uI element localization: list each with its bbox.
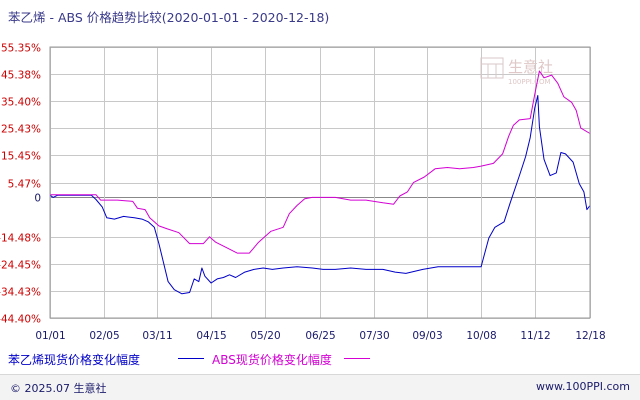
x-tick-label: 12/18 [575,330,605,342]
series-line-abs [50,70,591,254]
watermark-logo-icon [480,57,504,79]
plot-frame [49,46,591,319]
x-tick-label: 05/20 [250,330,280,342]
axes: 55.35% 45.38% 35.40% 25.43% 15.45% 5.47% 0 -14.… [0,43,606,343]
footer-bar: © 2025.07 生意社 www.100PPI.com [0,374,640,400]
x-tick-label: 06/25 [305,330,335,342]
legend-label-styrene: 苯乙烯现货价格变化幅度 [8,353,141,367]
y-tick-label: 35.40% [1,97,41,109]
x-tick-label: 10/08 [466,330,496,342]
legend-label-abs: ABS现货价格变化幅度 [212,353,332,367]
watermark-text: 生意社 [508,58,553,76]
footer-site: www.100PPI.com [536,380,630,393]
x-tick-label: 11/12 [520,330,550,342]
x-tick-label: 03/11 [142,330,172,342]
grid [50,47,591,319]
y-tick-label: -34.43% [0,287,41,299]
y-tick-label: 55.35% [1,43,41,55]
y-tick-label: -14.48% [0,233,41,245]
x-tick-label: 04/15 [196,330,226,342]
x-tick-label: 09/03 [412,330,442,342]
watermark-url: 100PPI.COM [508,78,551,86]
y-tick-label: -44.40% [0,314,41,326]
x-tick-label: 01/01 [35,330,65,342]
legend-swatch-abs [344,358,370,359]
series-line-styrene [49,95,591,295]
watermark: 生意社 100PPI.COM [480,57,553,86]
footer-copyright: © 2025.07 生意社 [10,382,107,395]
series [49,70,591,295]
y-tick-label: 15.45% [1,151,41,163]
chart-title: 苯乙烯 - ABS 价格趋势比较(2020-01-01 - 2020-12-18… [8,10,330,25]
x-tick-label: 07/30 [359,330,389,342]
y-tick-label: 25.43% [1,124,41,136]
y-tick-label: 45.38% [1,70,41,82]
x-tick-label: 02/05 [89,330,119,342]
legend-swatch-styrene [178,358,204,359]
y-tick-label: 5.47% [8,179,41,191]
y-tick-label: 0 [34,193,41,205]
y-tick-label: -24.45% [0,260,41,272]
